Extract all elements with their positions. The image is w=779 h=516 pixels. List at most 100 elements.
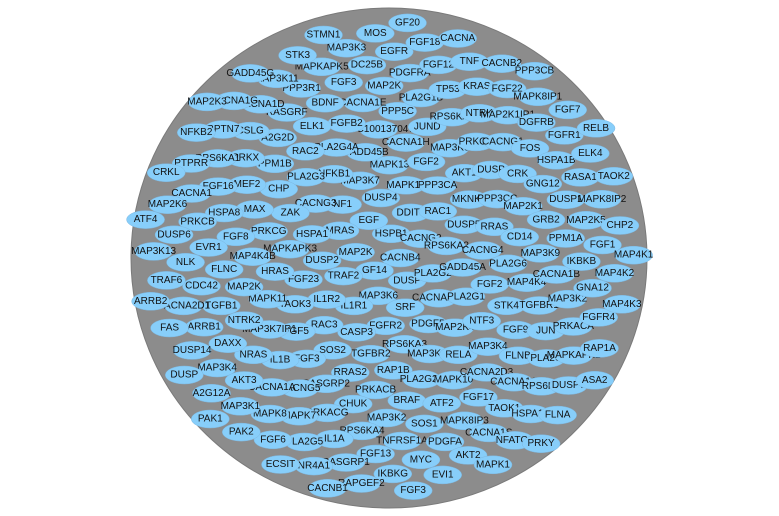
node-label: RAC2 — [292, 146, 319, 157]
network-node: MAP2K — [224, 277, 264, 297]
node-ellipse — [286, 167, 326, 187]
node-ellipse — [373, 464, 413, 484]
node-label: MAPK8IP2 — [577, 194, 626, 205]
network-node: MAP2K — [364, 76, 404, 96]
node-label: CACNG1 — [482, 137, 524, 148]
node-label: PPP5C — [381, 106, 414, 117]
network-node: DUSP4 — [361, 188, 401, 208]
node-ellipse — [224, 371, 264, 390]
node-ellipse — [548, 289, 587, 309]
node-ellipse — [537, 265, 576, 284]
network-node: FGF6 — [253, 430, 293, 450]
node-label: MAPK11 — [248, 294, 287, 305]
node-label: ELK1 — [300, 121, 325, 132]
network-node: GRB2 — [526, 210, 566, 230]
node-label: PRKCG — [251, 226, 287, 237]
network-node: FLNC — [204, 260, 244, 279]
node-label: HSPA1A — [511, 409, 550, 420]
node-label: MAP3K14 — [407, 349, 452, 360]
node-ellipse — [521, 434, 561, 453]
node-label: ASA2 — [582, 375, 608, 386]
node-label: FGF12 — [423, 59, 455, 70]
node-label: FGF2 — [477, 279, 503, 290]
node-label: DAXX — [214, 338, 242, 349]
node-label: MAP2K — [339, 247, 373, 258]
node-ellipse — [331, 363, 370, 382]
network-node: PRKACB — [355, 380, 396, 400]
network-node: DUSP — [165, 365, 204, 385]
network-node: MAP3K4 — [197, 358, 237, 378]
node-ellipse — [261, 455, 300, 474]
node-label: JUND — [414, 121, 441, 132]
network-node: PPP3CB — [515, 61, 555, 81]
node-label: CACNB4 — [380, 253, 421, 264]
node-ellipse — [545, 126, 584, 145]
node-label: HRAS — [261, 266, 289, 277]
node-label: GNG12 — [526, 179, 560, 190]
network-node: ELK4 — [571, 144, 610, 163]
network-node: MAX — [235, 200, 274, 219]
network-node: HSPA1B — [537, 151, 576, 170]
network-node: PPM1A — [546, 229, 585, 248]
network-node: PLA2G2 — [413, 264, 452, 283]
node-ellipse — [579, 308, 618, 327]
node-ellipse — [406, 152, 446, 172]
node-label: RAP1A — [583, 343, 616, 354]
network-node: MAP4K3 — [602, 295, 642, 314]
network-node: PPP3CA — [418, 176, 458, 195]
node-ellipse — [224, 311, 264, 330]
network-node: HRAS — [255, 262, 295, 281]
network-node: PAK1 — [191, 409, 230, 429]
network-node: CACNB2 — [482, 54, 523, 73]
network-node: MYC — [401, 450, 441, 470]
node-label: CACNA1G — [210, 95, 259, 106]
node-ellipse — [361, 188, 401, 208]
node-label: TAOK1 — [488, 403, 520, 414]
node-label: CRK — [507, 168, 528, 179]
node-label: PPP3CA — [418, 180, 458, 191]
node-label: GADD45B — [342, 147, 389, 158]
network-node: FLNA — [538, 405, 577, 425]
node-ellipse — [595, 264, 634, 283]
network-node: MAPK10 — [434, 370, 474, 390]
network-node: RRAS — [475, 217, 514, 237]
node-ellipse — [510, 139, 550, 158]
node-label: LOC100137047 — [343, 124, 414, 135]
node-label: PDGFA — [428, 436, 462, 447]
network-node: PRKY — [521, 434, 561, 453]
node-ellipse — [197, 358, 237, 378]
node-label: DUSP4 — [364, 193, 398, 204]
node-label: IL1A — [324, 434, 345, 445]
node-ellipse — [131, 292, 170, 311]
node-ellipse — [487, 79, 527, 99]
node-label: FGF3 — [331, 77, 357, 88]
node-ellipse — [337, 323, 376, 342]
node-label: TNF — [460, 56, 479, 67]
network-node: CACNB4 — [380, 248, 421, 268]
node-label: MAP3K9 — [521, 248, 561, 259]
network-node: RAC1 — [418, 202, 458, 221]
node-label: MAPK13 — [370, 160, 410, 171]
node-ellipse — [302, 57, 341, 77]
network-node: NTF3 — [462, 311, 501, 331]
node-ellipse — [347, 55, 387, 75]
node-ellipse — [248, 289, 288, 309]
node-label: CACNB2 — [482, 58, 523, 69]
node-label: MAPK1 — [476, 459, 510, 470]
node-label: FGF2 — [413, 156, 439, 167]
network-node: DGFRB — [517, 113, 556, 132]
node-ellipse — [507, 273, 546, 292]
node-ellipse — [234, 345, 273, 365]
network-node: RPS6KA2 — [424, 236, 469, 256]
node-ellipse — [134, 242, 173, 261]
node-label: NR4A1 — [298, 461, 331, 472]
node-ellipse — [473, 455, 513, 475]
network-node: MAPK8IP2 — [577, 190, 627, 209]
node-label: CACNA1B — [533, 269, 581, 280]
node-label: HSPA1B — [537, 155, 576, 166]
node-ellipse — [351, 344, 391, 364]
network-node: MAPK11 — [248, 289, 288, 309]
network-node: CACNA1H — [382, 133, 430, 152]
network-node: GF20 — [388, 13, 427, 33]
